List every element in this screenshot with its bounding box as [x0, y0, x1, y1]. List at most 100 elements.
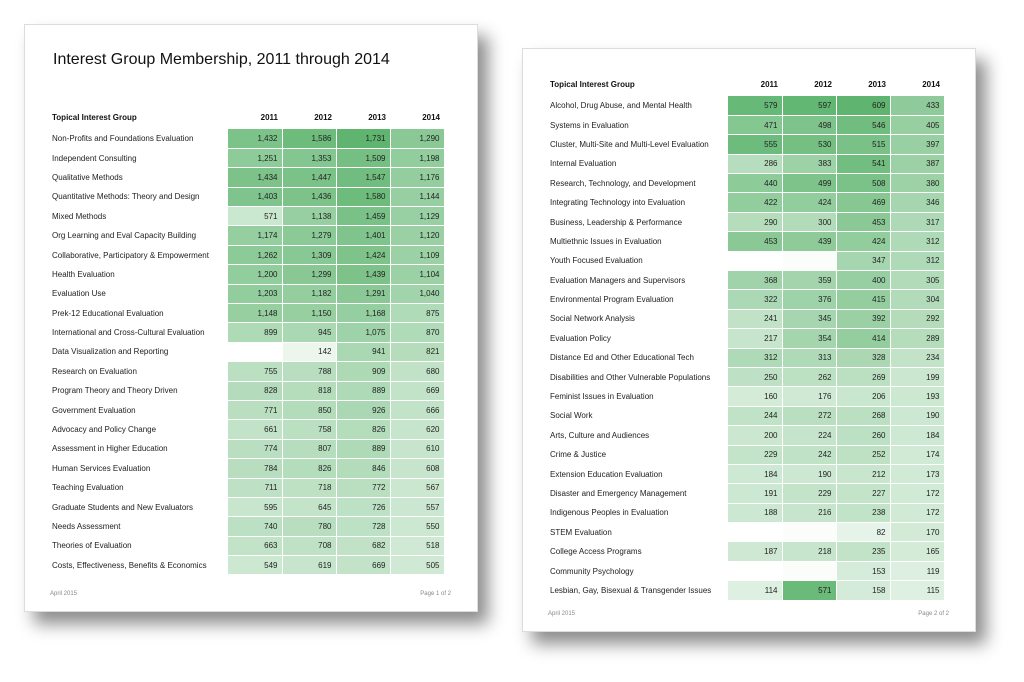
table-row: Independent Consulting 1,251 1,353 1,509 1,1…: [52, 148, 445, 169]
value-cell: 755: [228, 361, 283, 382]
table-row: Health Evaluation 1,200 1,299 1,439 1,104: [52, 264, 445, 285]
value-cell: 1,129: [390, 206, 445, 227]
value-cell: 453: [836, 212, 891, 233]
value-cell: 758: [282, 419, 337, 440]
value-cell: 262: [782, 367, 837, 388]
value-cell: 661: [228, 419, 283, 440]
table-row: Disaster and Emergency Management 191 229 2…: [550, 483, 945, 504]
footer-page-number: Page 2 of 2: [918, 611, 949, 617]
value-cell: 846: [336, 458, 391, 479]
value-cell: 405: [890, 115, 945, 136]
value-cell: 555: [728, 134, 783, 155]
value-cell: 718: [282, 478, 337, 498]
value-cell: 289: [890, 328, 945, 349]
value-cell: 200: [728, 425, 783, 446]
value-cell: 579: [728, 96, 783, 116]
value-cell: 1,148: [228, 303, 283, 324]
row-label: Multiethnic Issues in Evaluation: [550, 236, 662, 246]
value-cell: 1,120: [390, 225, 445, 246]
table-row: Distance Ed and Other Educational Tech 31…: [550, 348, 945, 368]
value-cell: [782, 522, 837, 543]
value-cell: 666: [390, 400, 445, 421]
value-cell: 505: [390, 555, 445, 576]
value-cell: 1,198: [390, 148, 445, 169]
value-cell: 242: [782, 445, 837, 465]
value-cell: 433: [890, 96, 945, 116]
value-cell: 1,075: [336, 322, 391, 343]
value-cell: 322: [728, 289, 783, 310]
document-title: Interest Group Membership, 2011 through …: [53, 51, 390, 68]
value-cell: 870: [390, 322, 445, 343]
value-cell: 620: [390, 419, 445, 440]
column-header-2014: 2014: [922, 79, 940, 89]
row-label: Disaster and Emergency Management: [550, 489, 687, 498]
value-cell: 541: [836, 154, 891, 175]
value-cell: 1,299: [282, 264, 337, 285]
value-cell: 286: [728, 154, 783, 175]
value-cell: 807: [282, 439, 337, 460]
table-row: Social Network Analysis 241 345 392 292: [550, 309, 945, 330]
table-row: Theories of Evaluation 663 708 682 518: [52, 536, 445, 557]
value-cell: 1,182: [282, 284, 337, 305]
value-cell: 216: [782, 503, 837, 524]
value-cell: 1,174: [228, 225, 283, 246]
value-cell: 1,447: [282, 167, 337, 188]
row-label: Evaluation Managers and Supervisors: [550, 275, 686, 285]
value-cell: 383: [782, 154, 837, 175]
value-cell: 269: [836, 367, 891, 388]
value-cell: 359: [782, 270, 837, 291]
value-cell: 238: [836, 503, 891, 524]
value-cell: 926: [336, 400, 391, 421]
table-row: Government Evaluation 771 850 926 666: [52, 400, 445, 421]
value-cell: 530: [782, 134, 837, 155]
value-cell: 424: [836, 231, 891, 252]
value-cell: 328: [836, 348, 891, 368]
value-cell: 190: [890, 406, 945, 427]
value-cell: 518: [390, 536, 445, 557]
page-1: Interest Group Membership, 2011 through …: [24, 24, 478, 612]
value-cell: 241: [728, 309, 783, 330]
value-cell: 826: [336, 419, 391, 440]
row-label: Integrating Technology into Evaluation: [550, 198, 686, 208]
value-cell: 304: [890, 289, 945, 310]
table-row: Research, Technology, and Development 440…: [550, 173, 945, 194]
value-cell: 1,279: [282, 225, 337, 246]
row-label: Human Services Evaluation: [52, 463, 151, 473]
column-header-2011: 2011: [260, 112, 278, 122]
value-cell: 740: [228, 516, 283, 537]
value-cell: 260: [836, 425, 891, 446]
row-label: College Access Programs: [550, 547, 642, 557]
value-cell: 1,291: [336, 284, 391, 305]
footer-date: April 2015: [50, 591, 78, 597]
table-row: Human Services Evaluation 784 826 846 608: [52, 458, 445, 479]
value-cell: 546: [836, 115, 891, 136]
table-row: Business, Leadership & Performance 290 300…: [550, 212, 945, 233]
table-row: Cluster, Multi-Site and Multi-Level Eval…: [550, 134, 945, 155]
footer-date: April 2015: [548, 611, 576, 617]
value-cell: 115: [890, 580, 945, 601]
row-label: Internal Evaluation: [550, 159, 617, 169]
table-row: Indigenous Peoples in Evaluation 188 216 23…: [550, 503, 945, 524]
value-cell: 397: [890, 134, 945, 155]
value-cell: 708: [282, 536, 337, 557]
value-cell: 550: [390, 516, 445, 537]
row-label: Social Network Analysis: [550, 314, 635, 324]
row-label: Research, Technology, and Development: [550, 178, 696, 188]
table-row: Disabilities and Other Vulnerable Popula…: [550, 367, 945, 388]
value-cell: 1,580: [336, 187, 391, 208]
table-row: Org Learning and Eval Capacity Building 1…: [52, 225, 445, 246]
value-cell: 229: [728, 445, 783, 465]
value-cell: 347: [836, 251, 891, 272]
table-row: Extension Education Evaluation 184 190 212 1…: [550, 464, 945, 485]
value-cell: 571: [782, 580, 837, 601]
value-cell: 184: [890, 425, 945, 446]
row-label: Teaching Evaluation: [52, 483, 124, 493]
row-label: Crime & Justice: [550, 450, 607, 460]
value-cell: 1,432: [228, 129, 283, 149]
row-label: Theories of Evaluation: [52, 541, 132, 551]
row-label: Health Evaluation: [52, 269, 115, 279]
value-cell: 1,251: [228, 148, 283, 169]
column-header-2013: 2013: [868, 79, 886, 89]
value-cell: 1,203: [228, 284, 283, 305]
value-cell: 272: [782, 406, 837, 427]
